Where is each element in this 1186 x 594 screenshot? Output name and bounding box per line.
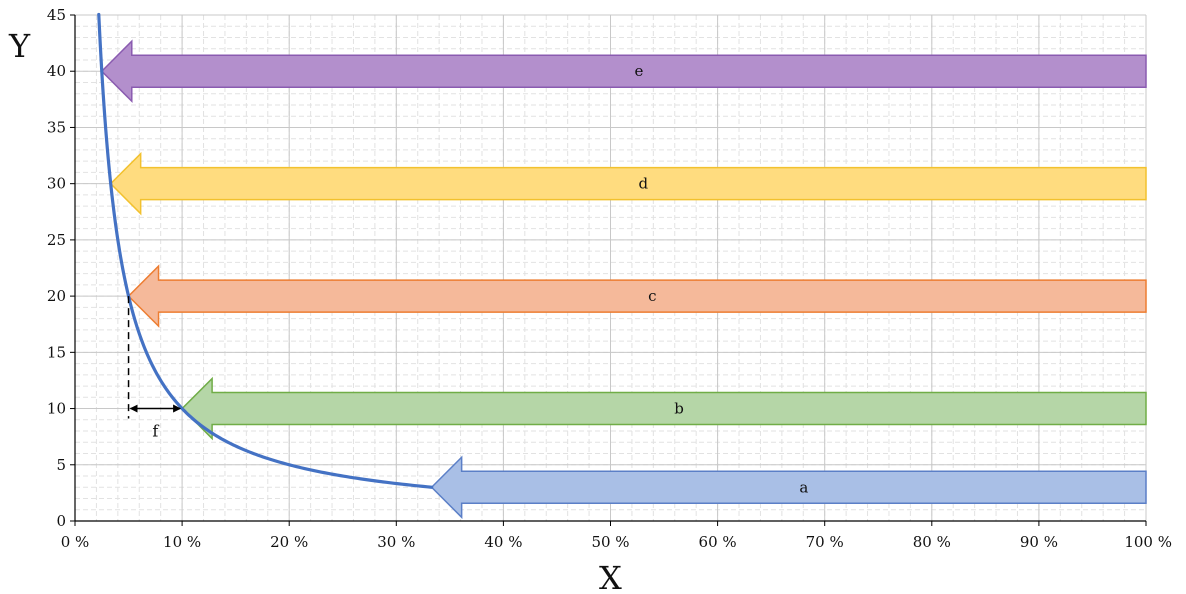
arrow-label: a (799, 478, 808, 496)
x-tick-label: 70 % (806, 533, 844, 551)
arrow-shape (100, 39, 1147, 104)
y-tick-label: 10 (47, 400, 66, 418)
f-label: f (152, 422, 159, 441)
f-annotation: f (127, 296, 182, 441)
curve-line (97, 12, 434, 489)
y-tick-label: 5 (56, 456, 66, 474)
arrow-c: c (127, 264, 1147, 328)
y-tick-label: 15 (47, 343, 66, 361)
x-axis-title: X (599, 559, 622, 594)
arrow-bands: a b c d e (100, 39, 1147, 520)
y-tick-label: 45 (47, 6, 66, 24)
x-tick-label: 90 % (1020, 533, 1058, 551)
y-tick-label: 30 (47, 175, 66, 193)
arrow-shape (109, 151, 1147, 216)
arrow-label: b (674, 400, 684, 418)
x-tick-label: 10 % (163, 533, 201, 551)
arrow-shape (181, 376, 1147, 441)
y-tick-label: 0 (56, 512, 66, 530)
x-tick-label: 60 % (699, 533, 737, 551)
arrow-label: e (634, 62, 643, 80)
arrow-e: e (100, 39, 1147, 104)
arrow-a: a (430, 455, 1147, 520)
y-tick-label: 40 (47, 62, 66, 80)
arrow-d: d (109, 151, 1147, 216)
x-tick-label: 20 % (270, 533, 308, 551)
x-tick-label: 40 % (484, 533, 522, 551)
arrow-shape (430, 455, 1147, 520)
x-tick-label: 30 % (377, 533, 415, 551)
arrow-b: b (181, 376, 1147, 441)
arrow-shape (127, 264, 1147, 328)
curve-layer (97, 12, 434, 489)
arrow-label: d (639, 175, 649, 193)
y-tick-label: 20 (47, 287, 66, 305)
x-tick-label: 50 % (591, 533, 629, 551)
tick-labels: 0 5 10 15 20 25 30 35 40 45 0 % 10 % 20 % 30 % 40 % 50 … (47, 6, 1172, 551)
y-tick-label: 25 (47, 231, 66, 249)
x-tick-label: 100 % (1124, 533, 1172, 551)
x-tick-label: 80 % (913, 533, 951, 551)
x-tick-label: 0 % (61, 533, 90, 551)
y-tick-label: 35 (47, 118, 66, 136)
y-axis-title: Y (8, 27, 31, 65)
arrow-label: c (648, 287, 656, 305)
